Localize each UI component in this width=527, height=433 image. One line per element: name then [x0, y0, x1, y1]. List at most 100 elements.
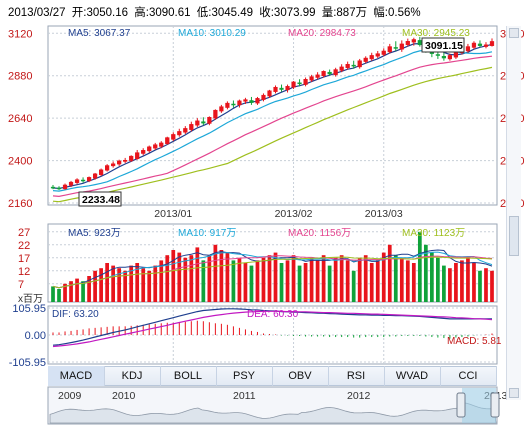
candle[interactable]	[189, 121, 194, 132]
candle[interactable]	[105, 164, 110, 172]
volume-bar[interactable]	[429, 252, 434, 302]
candle[interactable]	[171, 132, 176, 142]
candle[interactable]	[291, 81, 296, 89]
candle[interactable]	[327, 69, 332, 76]
candle[interactable]	[62, 183, 68, 190]
candle[interactable]	[471, 41, 477, 50]
candle[interactable]	[405, 38, 410, 47]
volume-bar[interactable]	[225, 252, 230, 302]
volume-bar[interactable]	[423, 244, 428, 302]
volume-bar[interactable]	[411, 263, 416, 302]
volume-bar[interactable]	[442, 265, 446, 302]
volume-bar[interactable]	[69, 281, 73, 302]
candle[interactable]	[339, 64, 344, 73]
volume-bar[interactable]	[333, 257, 338, 302]
candle[interactable]	[255, 96, 260, 105]
candle[interactable]	[243, 97, 248, 105]
volume-bar[interactable]	[147, 270, 152, 302]
volume-bar[interactable]	[75, 278, 79, 302]
volume-bar[interactable]	[291, 255, 296, 302]
candle[interactable]	[231, 100, 236, 108]
candle[interactable]	[135, 149, 140, 160]
volume-bar[interactable]	[321, 255, 326, 302]
volume-bar[interactable]	[183, 257, 188, 302]
volume-bar[interactable]	[363, 255, 368, 302]
candle[interactable]	[393, 41, 398, 51]
volume-bar[interactable]	[165, 255, 170, 302]
candle[interactable]	[273, 85, 278, 94]
tab-kdj[interactable]: KDJ	[104, 366, 161, 386]
tab-psy[interactable]: PSY	[216, 366, 273, 386]
volume-bar[interactable]	[490, 270, 494, 302]
volume-bar[interactable]	[448, 268, 452, 302]
volume-bar[interactable]	[87, 276, 91, 302]
candle[interactable]	[267, 89, 272, 98]
volume-bar[interactable]	[177, 252, 182, 302]
candle[interactable]	[74, 178, 80, 185]
volume-bar[interactable]	[285, 260, 290, 302]
candle[interactable]	[375, 50, 380, 59]
candle[interactable]	[165, 136, 170, 145]
volume-bar[interactable]	[460, 260, 464, 302]
candle[interactable]	[315, 72, 320, 80]
scroll-thumb[interactable]	[509, 216, 519, 256]
volume-bar[interactable]	[405, 260, 410, 302]
candle[interactable]	[219, 104, 224, 113]
volume-bar[interactable]	[381, 252, 386, 302]
candle[interactable]	[369, 52, 374, 61]
volume-bar[interactable]	[375, 260, 380, 302]
volume-bar[interactable]	[99, 268, 103, 302]
volume-bar[interactable]	[297, 265, 302, 302]
candle[interactable]	[357, 58, 362, 69]
candle[interactable]	[411, 37, 416, 46]
volume-bar[interactable]	[171, 250, 176, 302]
volume-bar[interactable]	[189, 255, 194, 302]
volume-bar[interactable]	[243, 263, 248, 302]
candle[interactable]	[213, 109, 218, 120]
candle[interactable]	[99, 168, 104, 177]
navigator-handle-left[interactable]	[456, 392, 466, 418]
candle[interactable]	[237, 99, 242, 108]
candle[interactable]	[129, 155, 134, 162]
volume-bar[interactable]	[255, 260, 260, 302]
volume-bar[interactable]	[207, 255, 212, 302]
candle[interactable]	[225, 101, 230, 110]
volume-bars[interactable]	[51, 231, 494, 302]
volume-bar[interactable]	[135, 263, 140, 302]
tab-wvad[interactable]: WVAD	[384, 366, 441, 386]
volume-bar[interactable]	[123, 270, 128, 302]
candle[interactable]	[477, 40, 483, 48]
navigator-window[interactable]	[462, 388, 496, 423]
volume-bar[interactable]	[454, 263, 458, 302]
volume-bar[interactable]	[327, 265, 332, 302]
candle[interactable]	[261, 93, 266, 102]
volume-bar[interactable]	[105, 263, 109, 302]
volume-bar[interactable]	[315, 260, 320, 302]
candle[interactable]	[56, 186, 62, 191]
candle[interactable]	[117, 159, 122, 166]
candle[interactable]	[381, 48, 386, 57]
candle[interactable]	[351, 60, 356, 69]
candle[interactable]	[387, 43, 392, 54]
candle[interactable]	[177, 128, 182, 137]
candle[interactable]	[111, 161, 116, 168]
candle[interactable]	[207, 116, 212, 126]
candle[interactable]	[50, 184, 56, 190]
volume-bar[interactable]	[357, 257, 362, 302]
volume-bar[interactable]	[436, 257, 440, 302]
volume-bar[interactable]	[466, 257, 470, 302]
volume-bar[interactable]	[249, 265, 254, 302]
volume-bar[interactable]	[153, 265, 158, 302]
volume-bar[interactable]	[387, 244, 392, 302]
candle[interactable]	[201, 117, 206, 126]
candle[interactable]	[483, 42, 489, 49]
candle[interactable]	[68, 180, 74, 188]
volume-bar[interactable]	[393, 255, 398, 302]
candle[interactable]	[309, 74, 314, 82]
tab-macd[interactable]: MACD	[48, 366, 105, 386]
candle[interactable]	[153, 142, 158, 150]
volume-bar[interactable]	[63, 283, 67, 302]
volume-bar[interactable]	[237, 257, 242, 302]
candle[interactable]	[92, 172, 98, 180]
volume-bar[interactable]	[267, 255, 272, 302]
